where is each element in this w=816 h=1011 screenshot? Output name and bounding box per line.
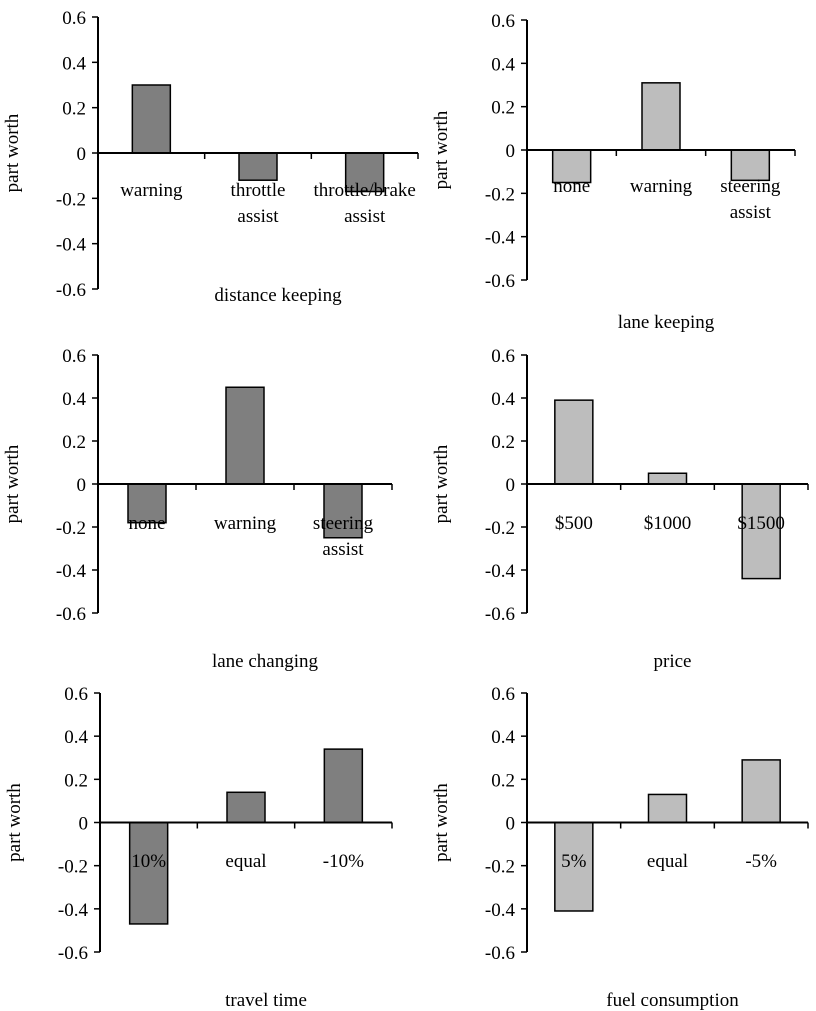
x-axis-title: lane changing [212,651,319,672]
bar [344,152,385,193]
y-tick-label: -0.4 [56,561,87,582]
bar [647,472,688,485]
y-axis-title: part worth [2,113,23,192]
chart-panel-6: 0.6 0.4 0.2 0 -0.2 -0.4 -0.6 part worth 5% equal -… [431,684,809,1011]
y-tick-label: 0.6 [64,684,88,705]
category-label: $1500 [737,513,785,534]
y-tick-label: -0.6 [58,943,88,964]
category-label: equal [225,851,266,872]
y-tick-label: 0.4 [491,727,515,748]
category-label: $500 [555,513,593,534]
category-label: assist [344,206,386,227]
y-tick-label: 0.4 [62,53,86,74]
y-tick-label: -0.6 [485,943,515,964]
y-tick-label: -0.6 [56,280,86,301]
y-tick-label: -0.2 [485,518,515,539]
y-tick-label: -0.4 [56,235,87,256]
y-tick-label: 0.6 [491,11,515,32]
chart-panel-2: 0.6 0.4 0.2 0 -0.2 -0.4 -0.6 part worth none warn… [431,11,796,333]
y-tick-label: 0.4 [491,54,515,75]
y-tick-label: -0.4 [485,228,516,249]
category-label: 5% [561,851,587,872]
x-axis-title: travel time [225,990,307,1011]
y-tick-label: 0.4 [64,727,88,748]
category-label: warning [120,180,183,201]
y-tick-label: 0.6 [491,684,515,705]
bar [551,149,592,184]
y-tick-label: 0.4 [491,389,515,410]
y-tick-label: 0 [506,814,516,835]
bar [128,821,169,925]
category-label: assist [730,202,772,223]
category-label: none [553,176,590,197]
x-axis-title: price [654,651,692,672]
category-label: assist [322,539,364,560]
y-tick-label: 0.6 [62,8,86,29]
y-tick-label: -0.6 [485,271,515,292]
y-axis-title: part worth [2,444,23,523]
y-tick-label: 0.6 [62,346,86,367]
category-label: equal [647,851,688,872]
y-axis-title: part worth [431,783,452,862]
chart-panel-5: 0.6 0.4 0.2 0 -0.2 -0.4 -0.6 part worth 10% equal… [4,684,393,1011]
y-tick-label: -0.2 [485,857,515,878]
category-label: warning [630,176,693,197]
bar [127,483,167,524]
y-tick-label: 0.2 [491,770,515,791]
bar [226,791,266,824]
y-tick-label: 0.2 [62,99,86,120]
category-label: 10% [131,851,166,872]
bar [741,759,781,824]
chart-panel-4: 0.6 0.4 0.2 0 -0.2 -0.4 -0.6 part worth $500 $100… [431,346,809,672]
category-label: none [129,513,166,534]
category-label: throttle [231,180,286,201]
y-tick-label: -0.6 [56,604,86,625]
bar [225,386,265,485]
category-label: warning [214,513,277,534]
y-tick-label: 0 [506,141,516,162]
category-label: throttle/brake [313,180,415,201]
bar [323,483,363,539]
y-tick-label: 0.2 [491,432,515,453]
x-axis-title: distance keeping [214,285,342,306]
category-label: steering [720,176,781,197]
chart-panel-3: 0.6 0.4 0.2 0 -0.2 -0.4 -0.6 part worth none warn… [2,346,393,672]
y-axis-title: part worth [431,110,452,189]
y-tick-label: -0.4 [58,900,89,921]
chart-panel-1: 0.6 0.4 0.2 0 -0.2 -0.4 -0.6 part worth warning t… [2,8,419,306]
y-tick-label: 0.4 [62,389,86,410]
y-tick-label: -0.2 [485,184,515,205]
category-label: assist [237,206,279,227]
bar [131,84,172,154]
y-tick-label: 0.2 [491,98,515,119]
bar [323,748,364,824]
y-tick-label: -0.2 [56,518,86,539]
bar [554,399,594,485]
y-tick-label: -0.2 [56,189,86,210]
y-tick-label: -0.2 [58,857,88,878]
category-label: $1000 [644,513,692,534]
category-label: -10% [323,851,364,872]
y-tick-label: 0.2 [64,770,88,791]
bar [238,152,278,181]
y-tick-label: -0.4 [485,561,516,582]
bar [641,82,681,151]
y-axis-title: part worth [431,444,452,523]
y-tick-label: 0 [77,144,87,165]
y-axis-title: part worth [4,783,25,862]
y-tick-label: 0 [77,475,87,496]
x-axis-title: lane keeping [618,312,715,333]
category-label: steering [313,513,374,534]
y-tick-label: -0.6 [485,604,515,625]
x-axis-title: fuel consumption [606,990,739,1011]
y-tick-label: 0 [79,814,89,835]
y-tick-label: -0.4 [485,900,516,921]
category-label: -5% [745,851,777,872]
y-tick-label: 0 [506,475,516,496]
y-tick-label: 0.2 [62,432,86,453]
bar [647,793,688,824]
y-tick-label: 0.6 [491,346,515,367]
